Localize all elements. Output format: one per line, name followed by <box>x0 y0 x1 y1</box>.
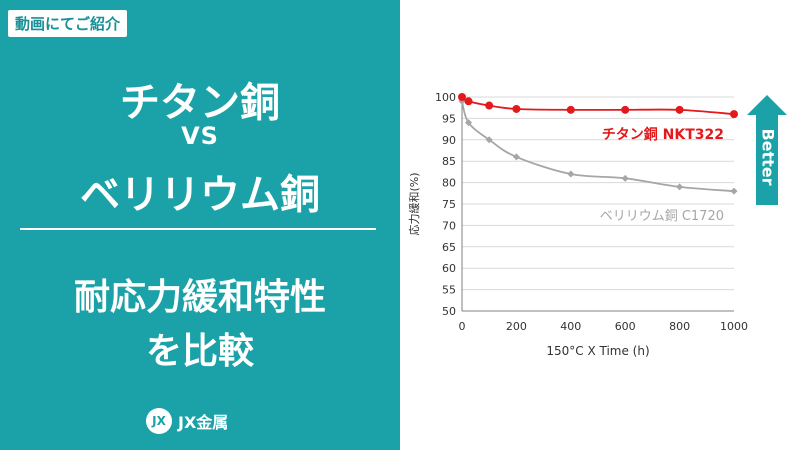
x-tick-label: 600 <box>615 320 636 333</box>
y-tick-label: 90 <box>442 134 456 147</box>
series-1-point <box>675 105 684 114</box>
x-axis-label: 150°C X Time (h) <box>546 344 649 358</box>
jx-logo-icon: JX <box>146 408 172 434</box>
series-1-point <box>512 104 521 113</box>
series-2-point <box>465 119 473 127</box>
y-tick-label: 85 <box>442 155 456 168</box>
y-tick-label: 55 <box>442 284 456 297</box>
series-1-point <box>730 110 738 119</box>
company-name: JX金属 <box>178 413 229 432</box>
x-tick-label: 400 <box>560 320 581 333</box>
y-tick-label: 100 <box>435 91 456 104</box>
y-tick-label: 60 <box>442 262 456 275</box>
subtitle-line2: を比較 <box>145 331 254 372</box>
y-tick-label: 70 <box>442 219 456 232</box>
y-tick-label: 80 <box>442 177 456 190</box>
left-title-panel: 動画にてご紹介 チタン銅 VS ベリリウム銅 耐応力緩和特性 を比較 JX JX… <box>0 0 400 450</box>
chart-series-labels: チタン銅 NKT322 ベリリウム銅 C1720 <box>600 126 724 224</box>
series-2-point <box>512 153 520 161</box>
title-divider <box>20 228 376 230</box>
series-2-point <box>567 170 575 178</box>
title-titanium-copper: チタン銅 <box>120 80 280 126</box>
x-tick-label: 800 <box>669 320 690 333</box>
series-1-curve <box>461 96 735 116</box>
series-2-label: ベリリウム銅 C1720 <box>600 209 724 224</box>
series-2-point <box>485 136 493 144</box>
company-logo: JX JX金属 <box>146 408 228 434</box>
series-2-point <box>676 183 684 191</box>
y-tick-label: 75 <box>442 198 456 211</box>
series-1-point <box>485 101 494 110</box>
better-label: Better <box>759 128 778 185</box>
chart-gridlines <box>462 96 734 291</box>
series-1-point <box>458 93 466 101</box>
title-beryllium-copper: ベリリウム銅 <box>80 172 320 218</box>
series-2-point <box>730 187 738 195</box>
better-arrow-icon: Better <box>747 95 787 205</box>
x-tick-label: 200 <box>506 320 527 333</box>
series-2-point <box>621 174 629 182</box>
chart-points <box>458 93 738 195</box>
series-1-point <box>464 97 473 106</box>
series-1-label: チタン銅 NKT322 <box>602 126 724 143</box>
series-1-point <box>566 105 575 114</box>
y-axis-label: 応力緩和(%) <box>407 172 421 235</box>
chart-fit-curves <box>461 96 735 193</box>
y-tick-label: 65 <box>442 241 456 254</box>
subtitle-line1: 耐応力緩和特性 <box>73 277 326 318</box>
title-vs: VS <box>181 122 219 150</box>
chart-axes <box>461 97 734 312</box>
series-1-point <box>621 105 630 114</box>
series-2-curve <box>461 101 735 193</box>
y-tick-label: 50 <box>442 305 456 318</box>
x-tick-label: 1000 <box>720 320 748 333</box>
x-tick-label: 0 <box>459 320 466 333</box>
video-tag: 動画にてご紹介 <box>8 10 128 37</box>
y-tick-label: 95 <box>442 112 456 125</box>
